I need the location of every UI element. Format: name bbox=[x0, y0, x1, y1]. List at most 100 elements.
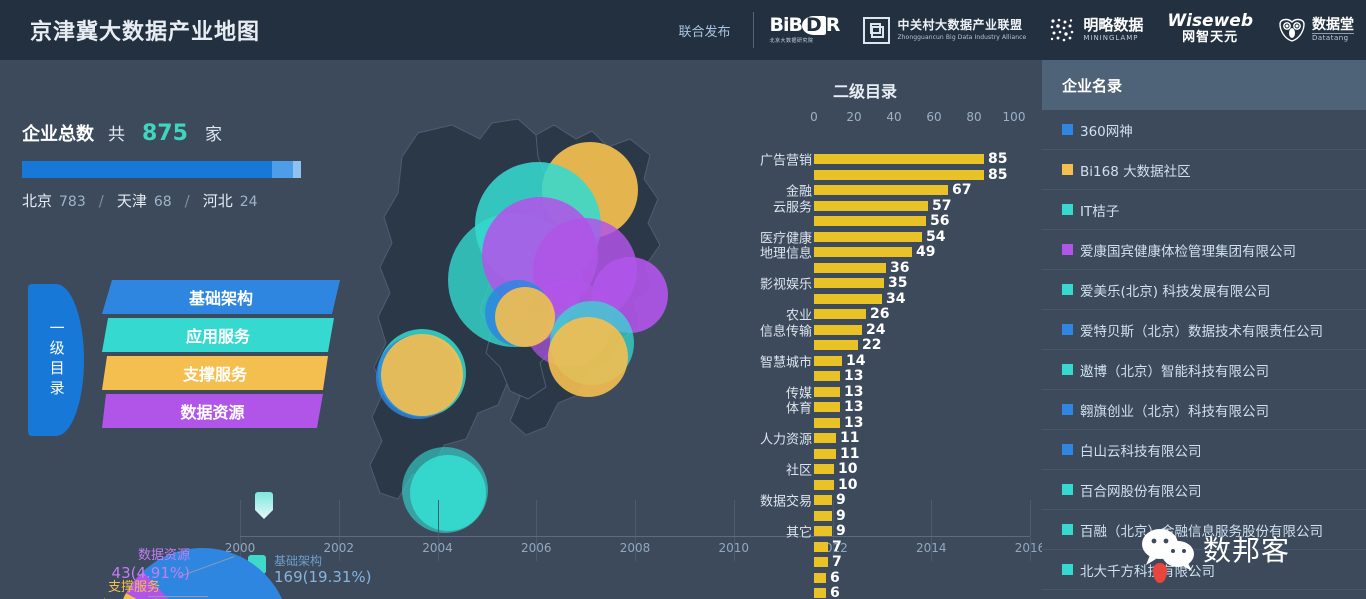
bar-chart-row[interactable]: 数据交易 9 bbox=[700, 492, 1030, 510]
region-bubble-map[interactable] bbox=[340, 95, 740, 545]
bar-chart-bar[interactable] bbox=[814, 588, 826, 598]
bar-chart-row[interactable]: 人力资源 11 bbox=[700, 430, 1030, 448]
bar-chart-row[interactable]: 11 bbox=[700, 445, 1030, 462]
company-category-swatch-icon bbox=[1062, 324, 1073, 335]
progress-segment-tianjin bbox=[271, 161, 294, 178]
bar-chart-row[interactable]: 22 bbox=[700, 337, 1030, 353]
bar-chart-value-label: 11 bbox=[840, 445, 860, 462]
bar-chart-bar[interactable] bbox=[814, 154, 984, 164]
category-pie-chart: 数据资源 43(4.91%) 支撑服务 38(4.34%) bbox=[60, 548, 290, 599]
bar-chart-value-label: 24 bbox=[866, 321, 886, 338]
bar-chart-row[interactable]: 7 bbox=[700, 554, 1030, 570]
map-bubble[interactable] bbox=[548, 317, 628, 397]
bar-chart-row[interactable]: 36 bbox=[700, 260, 1030, 276]
bar-chart-bar[interactable] bbox=[814, 185, 948, 195]
minglamp-logo[interactable]: 明略数据 MININGLAMP bbox=[1038, 0, 1155, 60]
bar-chart-bar[interactable] bbox=[814, 324, 862, 335]
bar-chart-bar[interactable] bbox=[814, 433, 836, 443]
bar-chart-bar[interactable] bbox=[814, 231, 922, 242]
bar-chart-row[interactable]: 社区 10 bbox=[700, 461, 1030, 479]
bubble-layer bbox=[340, 95, 740, 545]
company-list-item[interactable]: 北大千方科技有限公司 bbox=[1042, 550, 1366, 590]
bar-chart-bar[interactable] bbox=[814, 262, 886, 273]
bar-chart-bar[interactable] bbox=[814, 479, 834, 490]
bar-chart-row[interactable]: 广告营销 85 bbox=[700, 151, 1030, 169]
bar-chart-row[interactable]: 信息传输 24 bbox=[700, 321, 1030, 340]
bar-chart-bar[interactable] bbox=[814, 557, 828, 567]
bar-chart-value-label: 26 bbox=[870, 306, 890, 322]
bar-chart-row[interactable]: 13 bbox=[700, 368, 1030, 384]
bar-chart-row[interactable]: 体育 13 bbox=[700, 399, 1030, 417]
bar-chart-bar[interactable] bbox=[814, 169, 984, 180]
zgc-alliance-logo[interactable]: 中关村大数据产业联盟 Zhongguancun Big Data Industr… bbox=[851, 0, 1038, 60]
company-category-swatch-icon bbox=[1062, 564, 1073, 575]
year-timeline-slider[interactable]: 2000 2002 2004 2006 2008 2010 2012 2014 2016 bbox=[225, 492, 1045, 570]
bar-chart-row[interactable]: 影视娱乐 35 bbox=[700, 275, 1030, 293]
company-list-item[interactable]: 爱特贝斯（北京）数据技术有限责任公司 bbox=[1042, 310, 1366, 350]
bar-chart-bar[interactable] bbox=[814, 541, 828, 552]
bar-chart-row[interactable]: 智慧城市 14 bbox=[700, 353, 1030, 371]
bar-chart-bar[interactable] bbox=[814, 495, 832, 505]
bar-chart-row[interactable]: 10 bbox=[700, 477, 1030, 493]
category-item-application-service[interactable]: 应用服务 bbox=[102, 318, 334, 352]
bar-chart-row[interactable]: 云服务 57 bbox=[700, 198, 1030, 216]
company-list-item[interactable]: 爱康国宾健康体检管理集团有限公司 bbox=[1042, 230, 1366, 270]
bibdr-logo[interactable]: BiB D R 北京大数据研究院 bbox=[758, 0, 852, 60]
company-name: 爱美乐(北京) 科技发展有限公司 bbox=[1080, 283, 1271, 300]
datatang-logo[interactable]: 数据堂 Datatang bbox=[1265, 0, 1366, 60]
bar-chart-row[interactable]: 85 bbox=[700, 167, 1030, 183]
map-bubble[interactable] bbox=[410, 455, 486, 531]
category-item-infrastructure[interactable]: 基础架构 bbox=[102, 280, 340, 314]
company-list[interactable]: 360网神 Bi168 大数据社区 IT桔子 爱康国宾健康体检管理集团有限公司爱美乐(… bbox=[1042, 110, 1366, 590]
bar-chart-row[interactable]: 13 bbox=[700, 415, 1030, 431]
company-directory-title: 企业名录 bbox=[1062, 76, 1123, 95]
bar-chart-bar[interactable] bbox=[814, 371, 840, 381]
bar-chart-bar[interactable] bbox=[814, 572, 826, 583]
bar-chart-row[interactable]: 农业 26 bbox=[700, 306, 1030, 324]
company-list-item[interactable]: IT桔子 bbox=[1042, 190, 1366, 230]
bar-chart-row[interactable]: 34 bbox=[700, 291, 1030, 307]
bar-chart-bar[interactable] bbox=[814, 526, 832, 536]
bar-chart-bar[interactable] bbox=[814, 278, 884, 288]
bar-chart-row[interactable]: 医疗健康 54 bbox=[700, 229, 1030, 247]
bar-chart-row[interactable]: 9 bbox=[700, 508, 1030, 524]
wiseweb-logo[interactable]: Wiseweb 网智天元 bbox=[1155, 0, 1265, 60]
timeline-tick-label: 2016 bbox=[1014, 541, 1046, 555]
bar-chart-row[interactable]: 7 bbox=[700, 539, 1030, 555]
bar-chart-row[interactable]: 6 bbox=[700, 570, 1030, 586]
bar-chart-bar[interactable] bbox=[814, 355, 842, 366]
company-list-item[interactable]: 遨博（北京）智能科技有限公司 bbox=[1042, 350, 1366, 390]
category-item-data-resource[interactable]: 数据资源 bbox=[102, 394, 323, 428]
map-bubble[interactable] bbox=[495, 287, 555, 347]
map-bubble[interactable] bbox=[381, 334, 463, 416]
bar-chart-row[interactable]: 传媒 13 bbox=[700, 384, 1030, 402]
bar-chart-row[interactable]: 其它 9 bbox=[700, 523, 1030, 541]
bar-chart-bar[interactable] bbox=[814, 340, 858, 350]
bar-chart-bar[interactable] bbox=[814, 448, 836, 459]
company-list-item[interactable]: Bi168 大数据社区 bbox=[1042, 150, 1366, 190]
bar-chart-bar[interactable] bbox=[814, 247, 912, 257]
company-list-item[interactable]: 翱旗创业（北京）科技有限公司 bbox=[1042, 390, 1366, 430]
bar-chart-bar[interactable] bbox=[814, 402, 840, 412]
bar-chart-row[interactable]: 56 bbox=[700, 213, 1030, 229]
company-list-item[interactable]: 百合网股份有限公司 bbox=[1042, 470, 1366, 510]
bar-chart-row[interactable]: 地理信息 49 bbox=[700, 244, 1030, 262]
company-list-item[interactable]: 白山云科技有限公司 bbox=[1042, 430, 1366, 470]
company-list-item[interactable]: 360网神 bbox=[1042, 110, 1366, 150]
bar-chart-bar[interactable] bbox=[814, 510, 832, 521]
bar-chart-bar[interactable] bbox=[814, 200, 928, 211]
primary-category-title: 一级目录 bbox=[28, 284, 84, 436]
category-item-support-service[interactable]: 支撑服务 bbox=[102, 356, 328, 390]
company-list-item[interactable]: 爱美乐(北京) 科技发展有限公司 bbox=[1042, 270, 1366, 310]
bar-chart-bar[interactable] bbox=[814, 417, 840, 428]
bar-chart-bar[interactable] bbox=[814, 309, 866, 319]
bar-chart-row[interactable]: 6 bbox=[700, 585, 1030, 599]
bar-chart-bar[interactable] bbox=[814, 386, 840, 397]
timeline-handle[interactable] bbox=[255, 492, 273, 519]
bar-chart-bar[interactable] bbox=[814, 216, 926, 226]
bar-chart-row[interactable]: 金融 67 bbox=[700, 182, 1030, 200]
bar-chart-bar[interactable] bbox=[814, 293, 882, 304]
company-list-item[interactable]: 百融（北京）金融信息服务股份有限公司 bbox=[1042, 510, 1366, 550]
map-legend-value: 169(19.31%) bbox=[274, 567, 372, 586]
bar-chart-bar[interactable] bbox=[814, 464, 834, 474]
